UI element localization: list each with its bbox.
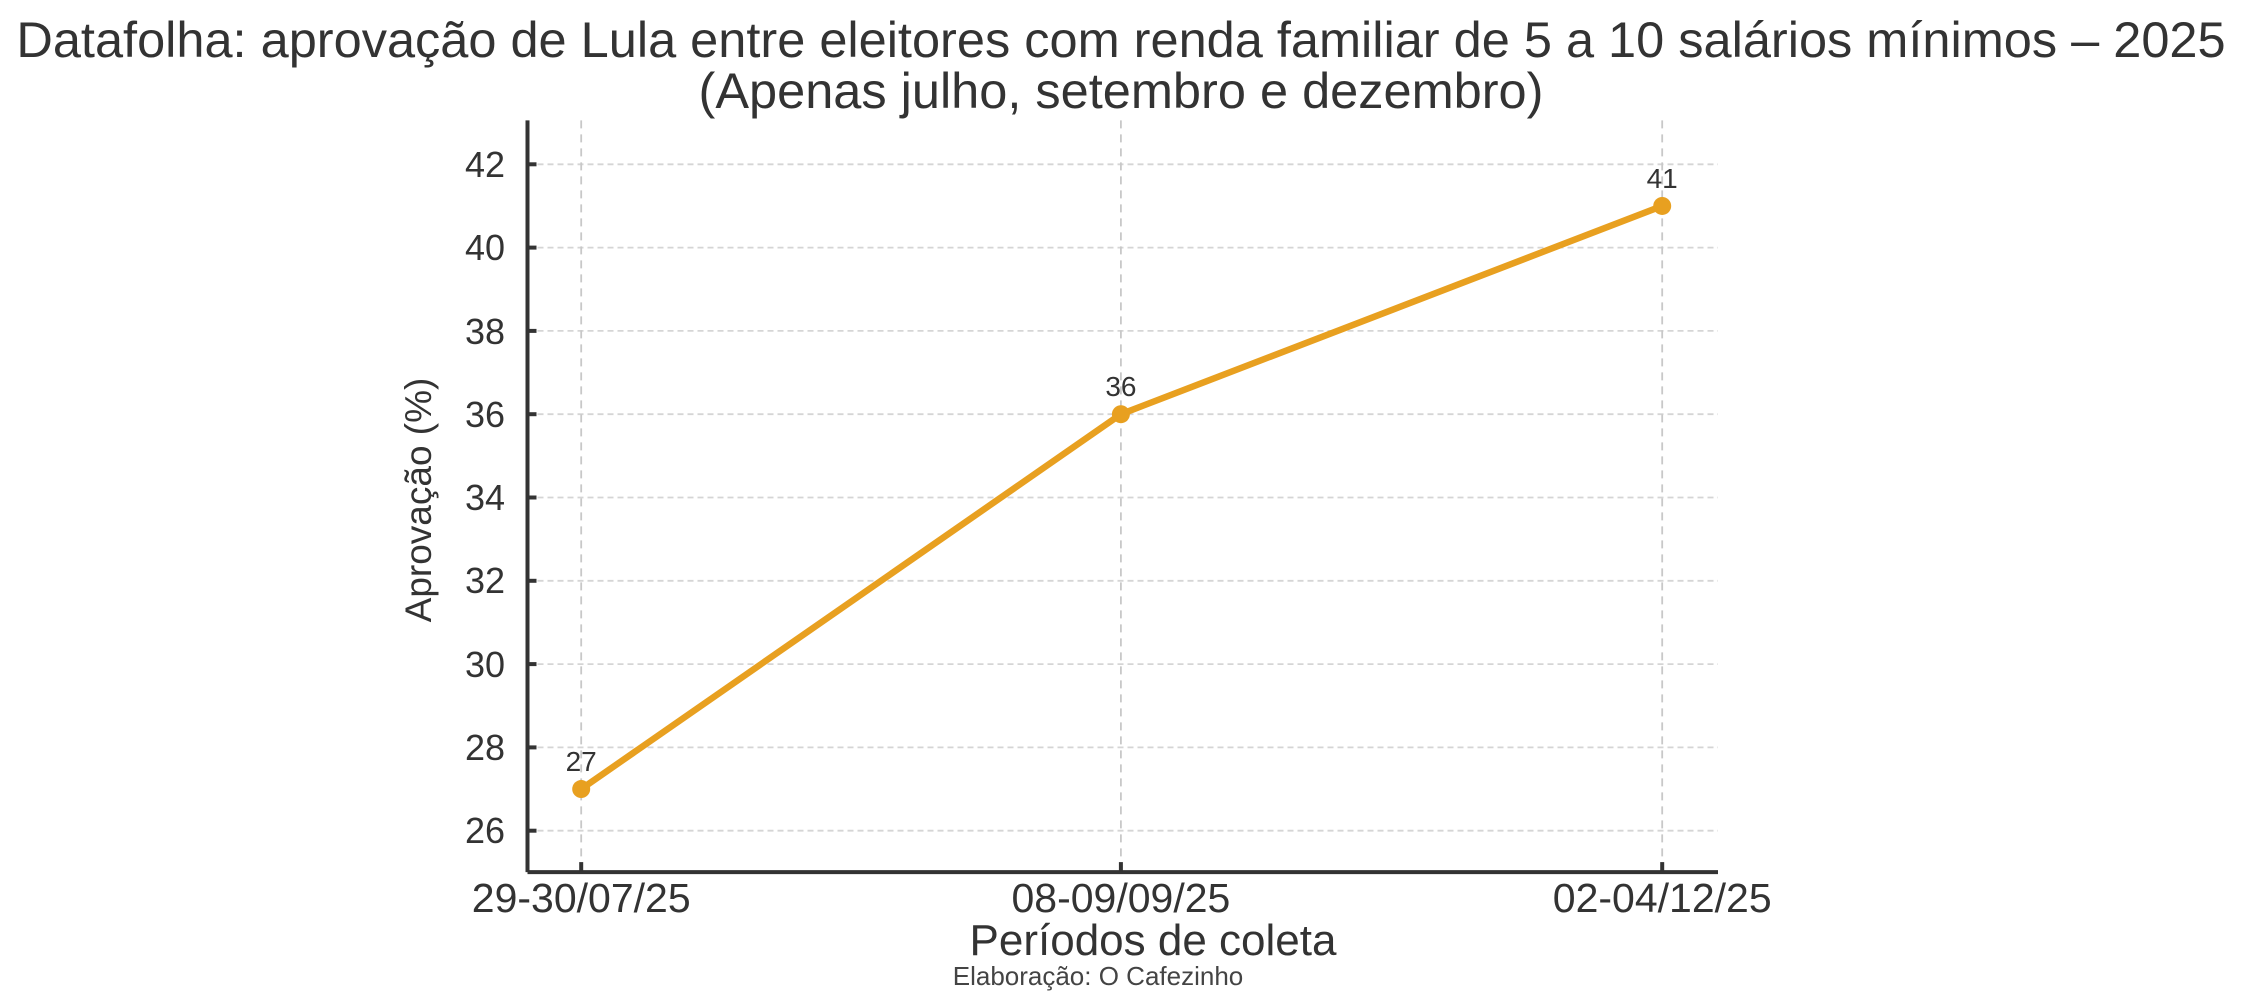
svg-text:26: 26 bbox=[465, 810, 505, 851]
svg-text:42: 42 bbox=[465, 144, 505, 185]
svg-text:32: 32 bbox=[465, 560, 505, 601]
svg-text:36: 36 bbox=[1105, 371, 1136, 402]
svg-text:34: 34 bbox=[465, 477, 505, 518]
svg-text:40: 40 bbox=[465, 227, 505, 268]
svg-text:08-09/09/25: 08-09/09/25 bbox=[1011, 875, 1230, 921]
svg-text:36: 36 bbox=[465, 394, 505, 435]
svg-text:Aprovação (%): Aprovação (%) bbox=[398, 378, 439, 623]
svg-text:02-04/12/25: 02-04/12/25 bbox=[1553, 875, 1772, 921]
svg-text:30: 30 bbox=[465, 644, 505, 685]
svg-text:29-30/07/25: 29-30/07/25 bbox=[472, 875, 691, 921]
svg-text:Períodos de coleta: Períodos de coleta bbox=[970, 916, 1337, 965]
svg-text:41: 41 bbox=[1647, 163, 1678, 194]
svg-text:27: 27 bbox=[566, 746, 597, 777]
svg-text:Elaboração: O Cafezinho: Elaboração: O Cafezinho bbox=[953, 961, 1244, 991]
svg-text:28: 28 bbox=[465, 727, 505, 768]
svg-text:38: 38 bbox=[465, 311, 505, 352]
